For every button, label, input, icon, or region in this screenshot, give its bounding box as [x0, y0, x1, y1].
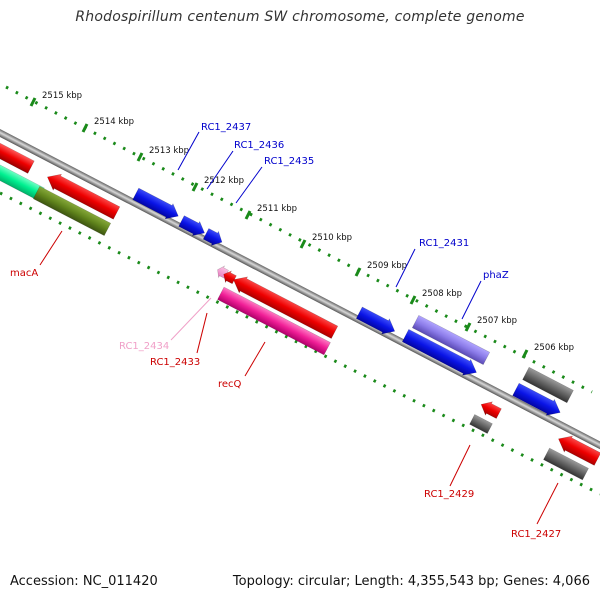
gene-arrow-blue-2506[interactable] [512, 381, 565, 420]
gene-label-rc1-2437[interactable]: RC1_2437 [201, 122, 251, 133]
gene-arrow-rc1-2435[interactable] [202, 227, 225, 250]
kbp-label: 2511 kbp [257, 204, 297, 214]
kbp-label: 2507 kbp [477, 316, 517, 326]
gene-label-rc1-2429[interactable]: RC1_2429 [424, 489, 474, 500]
gene-block-phaz[interactable] [411, 314, 491, 366]
scale-ticks: 2515 kbp 2514 kbp 2513 kbp 2512 kbp 2511 kbp… [29, 91, 574, 359]
kbp-tick [521, 349, 529, 359]
kbp-tick [191, 182, 199, 192]
gene-arrow-recq-red[interactable] [229, 272, 339, 341]
genome-stats-text: Topology: circular; Length: 4,355,543 bp… [232, 574, 590, 589]
gene-label-rc1-2431[interactable]: RC1_2431 [419, 238, 469, 249]
gene-arrow-rc1-2433[interactable] [221, 268, 238, 285]
gene-label-rc1-2434[interactable]: RC1_2434 [119, 341, 169, 352]
gene-arrow-rc1-2427-red[interactable] [554, 431, 600, 467]
gene-label-phaz[interactable]: phaZ [483, 270, 509, 281]
gene-block-recq-pink[interactable] [217, 286, 331, 356]
kbp-label: 2510 kbp [312, 233, 352, 243]
gene-arrow-rc1-2436[interactable] [178, 214, 208, 240]
kbp-label: 2509 kbp [367, 261, 407, 271]
kbp-label: 2515 kbp [42, 91, 82, 101]
gene-arrow-red-1[interactable] [43, 169, 121, 221]
gene-block-rc1-2429[interactable] [469, 414, 493, 434]
kbp-label: 2513 kbp [149, 146, 189, 156]
page-title: Rhodospirillum centenum SW chromosome, c… [75, 9, 525, 25]
chromosome-backbone [0, 125, 600, 451]
gene-label-rc1-2436[interactable]: RC1_2436 [234, 140, 284, 151]
kbp-tick [299, 239, 307, 249]
accession-text: Accession: NC_011420 [10, 574, 158, 589]
gene-features [0, 128, 600, 481]
gene-arrow-rc1-2431[interactable] [355, 305, 398, 339]
gene-label-rc1-2433[interactable]: RC1_2433 [150, 357, 200, 368]
gene-label-recq[interactable]: recQ [218, 379, 242, 390]
kbp-tick [29, 97, 37, 107]
gene-label-rc1-2435[interactable]: RC1_2435 [264, 156, 314, 167]
gene-label-rc1-2427[interactable]: RC1_2427 [511, 529, 561, 540]
gene-block-left-red[interactable] [0, 128, 35, 174]
gene-arrow-rc1-2429-red[interactable] [478, 398, 503, 421]
kbp-tick [409, 295, 417, 305]
kbp-tick [81, 123, 89, 133]
kbp-tick [354, 267, 362, 277]
outer-tick-track [5, 85, 593, 394]
kbp-tick [464, 322, 472, 332]
gene-block-macA-green[interactable] [32, 185, 112, 237]
gene-block-rc1-2427[interactable] [543, 447, 589, 481]
gene-label-group: macA RC1_2437 RC1_2436 RC1_2435 RC1_2434… [10, 122, 561, 540]
kbp-label: 2512 kbp [204, 176, 244, 186]
gene-block-gray-2506[interactable] [522, 366, 574, 404]
kbp-label: 2508 kbp [422, 289, 462, 299]
kbp-label: 2514 kbp [94, 117, 134, 127]
kbp-label: 2506 kbp [534, 343, 574, 353]
inner-tick-track [0, 191, 600, 496]
gene-arrow-rc1-2437[interactable] [132, 186, 182, 223]
gene-label-maca[interactable]: macA [10, 268, 38, 279]
kbp-tick [136, 152, 144, 162]
label-leaders [39, 131, 559, 525]
kbp-tick [244, 210, 252, 220]
gene-arrow-phaz-blue[interactable] [401, 328, 480, 381]
